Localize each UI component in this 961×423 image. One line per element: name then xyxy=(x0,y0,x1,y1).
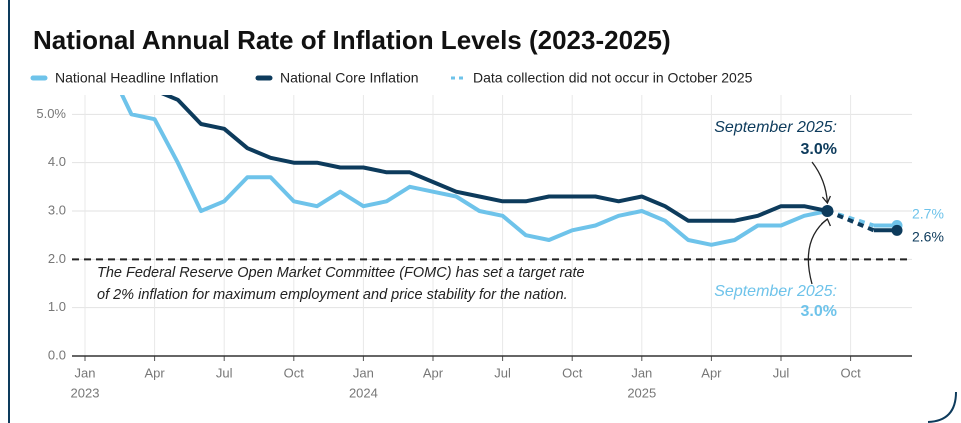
y-tick-label: 5.0% xyxy=(36,106,66,121)
x-tick-year: 2025 xyxy=(627,385,656,400)
arrow-head xyxy=(820,217,831,227)
target-note: of 2% inflation for maximum employment a… xyxy=(97,287,568,303)
callout-value: 3.0% xyxy=(801,141,837,158)
end-dot xyxy=(891,224,903,236)
x-tick-label: Apr xyxy=(701,365,722,380)
callout-arrow xyxy=(807,218,828,285)
callout-value: 3.0% xyxy=(801,303,837,320)
x-tick-label: Jan xyxy=(631,365,652,380)
x-tick-label: Apr xyxy=(144,365,165,380)
gap-connector xyxy=(826,209,875,233)
x-tick-label: Apr xyxy=(423,365,444,380)
x-tick-label: Jul xyxy=(494,365,511,380)
legend-label: National Headline Inflation xyxy=(55,70,218,86)
x-tick-label: Oct xyxy=(840,365,861,380)
legend-label: Data collection did not occur in October… xyxy=(473,70,753,86)
y-tick-label: 2.0 xyxy=(48,251,66,266)
frame-corner xyxy=(927,391,957,423)
x-tick-year: 2023 xyxy=(71,385,100,400)
callout-title: September 2025: xyxy=(714,283,837,300)
x-tick-label: Oct xyxy=(284,365,305,380)
x-tick-label: Jan xyxy=(75,365,96,380)
x-tick-label: Jul xyxy=(216,365,233,380)
x-tick-label: Oct xyxy=(562,365,583,380)
y-tick-label: 1.0 xyxy=(48,299,66,314)
x-tick-label: Jan xyxy=(353,365,374,380)
y-tick-label: 4.0 xyxy=(48,154,66,169)
chart-title: National Annual Rate of Inflation Levels… xyxy=(33,25,671,55)
callout-dot xyxy=(821,205,834,217)
y-tick-label: 0.0 xyxy=(48,347,66,362)
gap-connector xyxy=(826,209,875,228)
target-note: The Federal Reserve Open Market Committe… xyxy=(97,265,585,281)
legend-label: National Core Inflation xyxy=(280,70,419,86)
x-tick-year: 2024 xyxy=(349,385,378,400)
callout-arrow xyxy=(811,161,829,204)
end-label: 2.7% xyxy=(912,206,944,222)
callout-title: September 2025: xyxy=(714,119,837,136)
x-tick-label: Jul xyxy=(773,365,790,380)
arrow-head xyxy=(821,195,831,205)
y-tick-label: 3.0 xyxy=(48,202,66,217)
end-label: 2.6% xyxy=(912,229,944,245)
